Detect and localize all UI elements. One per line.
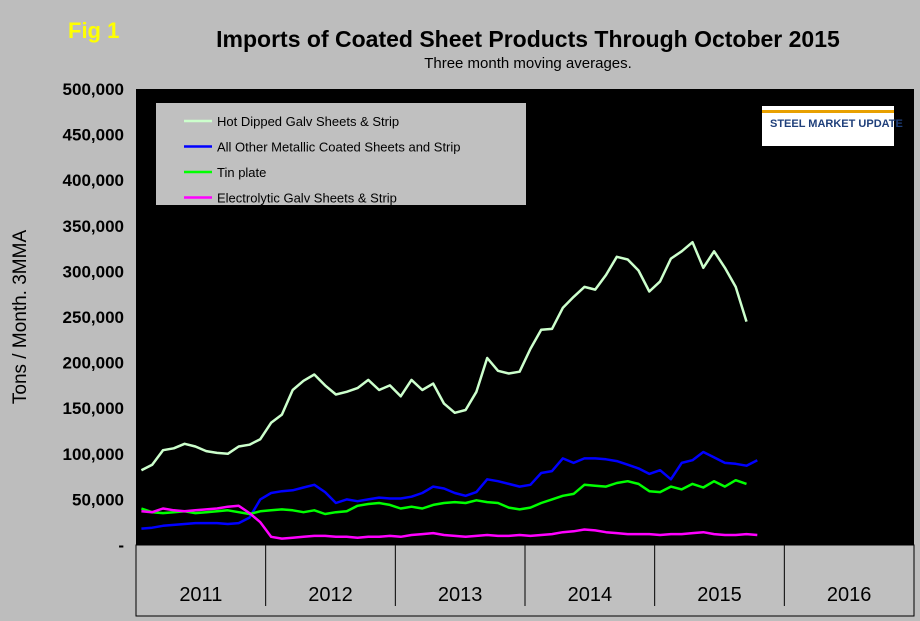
series-line [141, 504, 758, 540]
y-tick-label: 100,000 [63, 445, 124, 464]
x-tick-label: 2011 [179, 584, 222, 606]
chart-title: Imports of Coated Sheet Products Through… [216, 26, 840, 52]
legend [156, 103, 526, 205]
legend-items: Hot Dipped Galv Sheets & Strip All Other … [184, 114, 461, 206]
y-tick-label: 350,000 [63, 217, 124, 236]
x-tick-label: 2015 [697, 584, 742, 606]
x-tick-label: 2013 [438, 584, 483, 606]
legend-label: Electrolytic Galv Sheets & Strip [217, 191, 397, 206]
y-tick-label: 300,000 [63, 262, 124, 281]
y-axis-label: Tons / Month. 3MMA [10, 230, 31, 405]
logo-stripe [762, 110, 894, 113]
y-tick-label: 150,000 [63, 399, 124, 418]
y-tick-label: 50,000 [72, 490, 124, 509]
logo-text: STEEL MARKET UPDATE [770, 118, 903, 130]
series-lines [140, 240, 758, 540]
y-tick-label: 200,000 [63, 354, 124, 373]
y-tick-label: 450,000 [63, 126, 124, 145]
x-tick-label: 2016 [827, 584, 872, 606]
legend-label: All Other Metallic Coated Sheets and Str… [217, 140, 461, 155]
y-axis: 500,000 450,000 400,000 350,000 300,000 250,0… [63, 80, 124, 555]
series-line [140, 240, 748, 472]
chart-subtitle: Three month moving averages. [424, 55, 632, 72]
series-line [140, 478, 747, 516]
x-tick-label: 2014 [568, 584, 613, 606]
legend-label: Tin plate [217, 165, 266, 180]
steel-market-update-logo: STEEL MARKET UPDATE [762, 106, 903, 146]
y-tick-label: 500,000 [63, 80, 124, 99]
y-tick-label: 250,000 [63, 308, 124, 327]
x-axis: 2011 2012 2013 2014 2015 2016 [179, 545, 871, 606]
x-tick-label: 2012 [308, 584, 353, 606]
figure-label: Fig 1 [68, 18, 120, 43]
series-line [141, 450, 758, 530]
y-tick-label: 400,000 [63, 171, 124, 190]
y-tick-label: - [118, 536, 124, 555]
legend-label: Hot Dipped Galv Sheets & Strip [217, 114, 399, 129]
